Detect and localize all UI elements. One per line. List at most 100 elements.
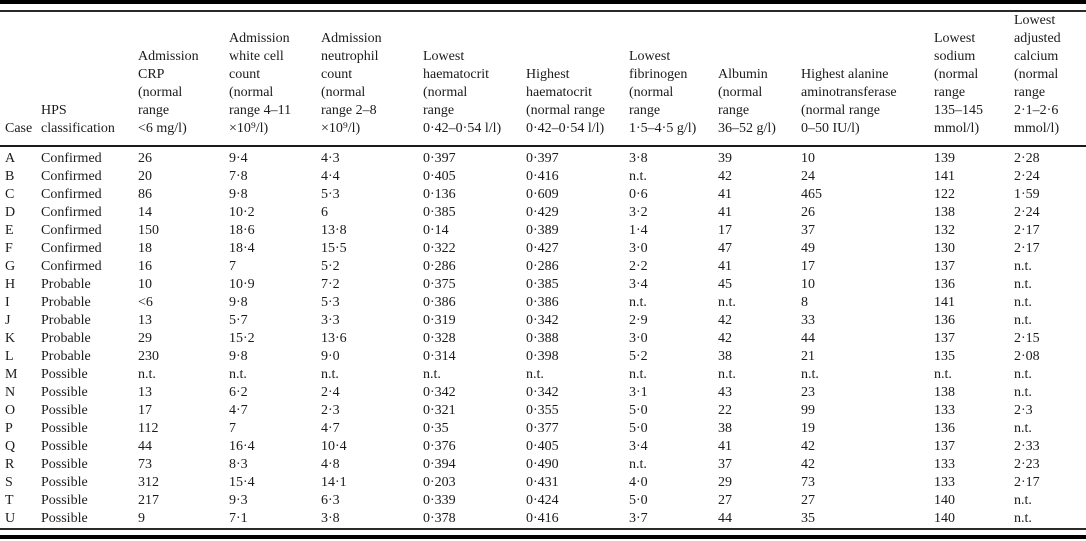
table-cell-highest-alanine-aminotransferase: 21 [801,349,815,364]
table-cell-admission-white-cell-count: 6·2 [229,385,248,400]
table-cell-lowest-haematocrit: 0·375 [423,277,456,292]
table-cell-admission-white-cell-count: 7 [229,259,236,274]
table-cell-lowest-sodium: 133 [934,475,955,490]
table-cell-highest-alanine-aminotransferase: 99 [801,403,815,418]
table-cell-admission-white-cell-count: 9·8 [229,187,248,202]
table-cell-admission-crp: 29 [138,331,152,346]
table-cell-lowest-fibrinogen: 3·4 [629,277,648,292]
table-cell-lowest-fibrinogen: 3·8 [629,151,648,166]
table-cell-lowest-adjusted-calcium: 1·59 [1014,187,1040,202]
table-cell-lowest-fibrinogen: 3·0 [629,331,648,346]
table-cell-highest-haematocrit: 0·386 [526,295,559,310]
table-row-case-C: C Confirmed 86 9·8 5·3 0·136 0·609 0·6 41 465 122 1… [0,186,1086,204]
table-cell-lowest-haematocrit: 0·286 [423,259,456,274]
table-cell-albumin: 42 [718,169,732,184]
table-cell-admission-neutrophil-count: 3·8 [321,511,340,526]
table-cell-albumin: 44 [718,511,732,526]
table-cell-lowest-adjusted-calcium: n.t. [1014,295,1032,310]
table-cell-lowest-sodium: 133 [934,457,955,472]
table-cell-admission-white-cell-count: 18·4 [229,241,255,256]
table-cell-highest-haematocrit: 0·397 [526,151,559,166]
table-cell-admission-neutrophil-count: 7·2 [321,277,340,292]
table-cell-lowest-fibrinogen: 5·0 [629,493,648,508]
table-cell-hps-classification: Confirmed [41,169,102,184]
table-cell-admission-crp: <6 [138,295,153,310]
table-cell-highest-haematocrit: 0·355 [526,403,559,418]
table-cell-highest-alanine-aminotransferase: 73 [801,475,815,490]
table-cell-admission-neutrophil-count: 3·3 [321,313,340,328]
table-cell-albumin: 42 [718,331,732,346]
table-cell-highest-alanine-aminotransferase: 42 [801,457,815,472]
table-cell-albumin: 45 [718,277,732,292]
table-cell-admission-crp: 10 [138,277,152,292]
table-cell-highest-haematocrit: 0·342 [526,385,559,400]
table-cell-highest-alanine-aminotransferase: 24 [801,169,815,184]
table-row-case-M: M Possible n.t. n.t. n.t. n.t. n.t. n.t. n.t. n.t… [0,366,1086,384]
table-row-case-U: U Possible 9 7·1 3·8 0·378 0·416 3·7 44 35 140 n.t. [0,510,1086,528]
table-cell-albumin: 41 [718,187,732,202]
table-cell-admission-crp: 9 [138,511,145,526]
table-cell-lowest-haematocrit: 0·342 [423,385,456,400]
table-cell-admission-crp: 18 [138,241,152,256]
table-cell-highest-alanine-aminotransferase: 26 [801,205,815,220]
table-cell-lowest-sodium: 136 [934,313,955,328]
table-cell-admission-neutrophil-count: 4·7 [321,421,340,436]
table-cell-lowest-adjusted-calcium: n.t. [1014,277,1032,292]
table-cell-admission-white-cell-count: 15·2 [229,331,255,346]
table-cell-admission-white-cell-count: 18·6 [229,223,255,238]
table-cell-lowest-sodium: 140 [934,493,955,508]
table-cell-admission-crp: 150 [138,223,159,238]
table-cell-albumin: 41 [718,205,732,220]
table-cell-albumin: n.t. [718,367,736,382]
table-cell-lowest-sodium: 135 [934,349,955,364]
table-cell-highest-haematocrit: 0·389 [526,223,559,238]
table-cell-highest-alanine-aminotransferase: 8 [801,295,808,310]
table-cell-lowest-fibrinogen: 3·7 [629,511,648,526]
table-row-case-S: S Possible 312 15·4 14·1 0·203 0·431 4·0 29 73 133… [0,474,1086,492]
table-cell-highest-alanine-aminotransferase: 10 [801,151,815,166]
table-cell-albumin: 27 [718,493,732,508]
table-cell-lowest-adjusted-calcium: n.t. [1014,313,1032,328]
table-row-case-L: L Probable 230 9·8 9·0 0·314 0·398 5·2 38 21 135 2·… [0,348,1086,366]
table-cell-case: K [5,331,16,346]
table-cell-lowest-adjusted-calcium: n.t. [1014,511,1032,526]
table-cell-case: F [5,241,13,256]
table-cell-lowest-fibrinogen: 0·6 [629,187,648,202]
table-cell-hps-classification: Probable [41,331,91,346]
table-cell-lowest-adjusted-calcium: 2·17 [1014,475,1040,490]
table-cell-lowest-haematocrit: 0·394 [423,457,456,472]
table-cell-lowest-adjusted-calcium: 2·24 [1014,205,1040,220]
table-cell-lowest-sodium: 137 [934,331,955,346]
table-cell-admission-crp: 230 [138,349,159,364]
table-cell-albumin: 38 [718,421,732,436]
table-cell-hps-classification: Possible [41,439,88,454]
table-cell-highest-alanine-aminotransferase: 35 [801,511,815,526]
table-cell-lowest-sodium: 138 [934,205,955,220]
table-cell-case: I [5,295,10,310]
table-cell-admission-neutrophil-count: 13·6 [321,331,347,346]
table-cell-lowest-fibrinogen: 3·1 [629,385,648,400]
table-cell-albumin: 41 [718,439,732,454]
table-cell-admission-neutrophil-count: 5·3 [321,187,340,202]
table-cell-highest-alanine-aminotransferase: 19 [801,421,815,436]
table-cell-lowest-fibrinogen: 2·2 [629,259,648,274]
table-row-case-P: P Possible 112 7 4·7 0·35 0·377 5·0 38 19 136 n.t. [0,420,1086,438]
table-cell-admission-white-cell-count: 7 [229,421,236,436]
table-cell-lowest-adjusted-calcium: n.t. [1014,259,1032,274]
table-cell-admission-crp: 73 [138,457,152,472]
column-header-lowest-fibrinogen: Lowest fibrinogen (normal range 1·5–4·5 … [629,12,718,147]
table-body: A Confirmed 26 9·4 4·3 0·397 0·397 3·8 39 10 139 2·… [0,146,1086,528]
table-cell-admission-white-cell-count: 9·3 [229,493,248,508]
table-cell-lowest-haematocrit: 0·314 [423,349,456,364]
table-cell-case: B [5,169,15,184]
table-cell-admission-crp: 16 [138,259,152,274]
table-cell-albumin: 43 [718,385,732,400]
table-cell-lowest-haematocrit: 0·339 [423,493,456,508]
table-cell-highest-haematocrit: 0·286 [526,259,559,274]
table-cell-lowest-fibrinogen: n.t. [629,295,647,310]
table-header: Case HPS classification Admission CRP (nor… [0,12,1086,147]
column-header-highest-alanine-aminotransferase: Highest alanine aminotransferase (normal… [801,12,934,147]
table-cell-lowest-sodium: 140 [934,511,955,526]
table-cell-admission-neutrophil-count: 4·8 [321,457,340,472]
